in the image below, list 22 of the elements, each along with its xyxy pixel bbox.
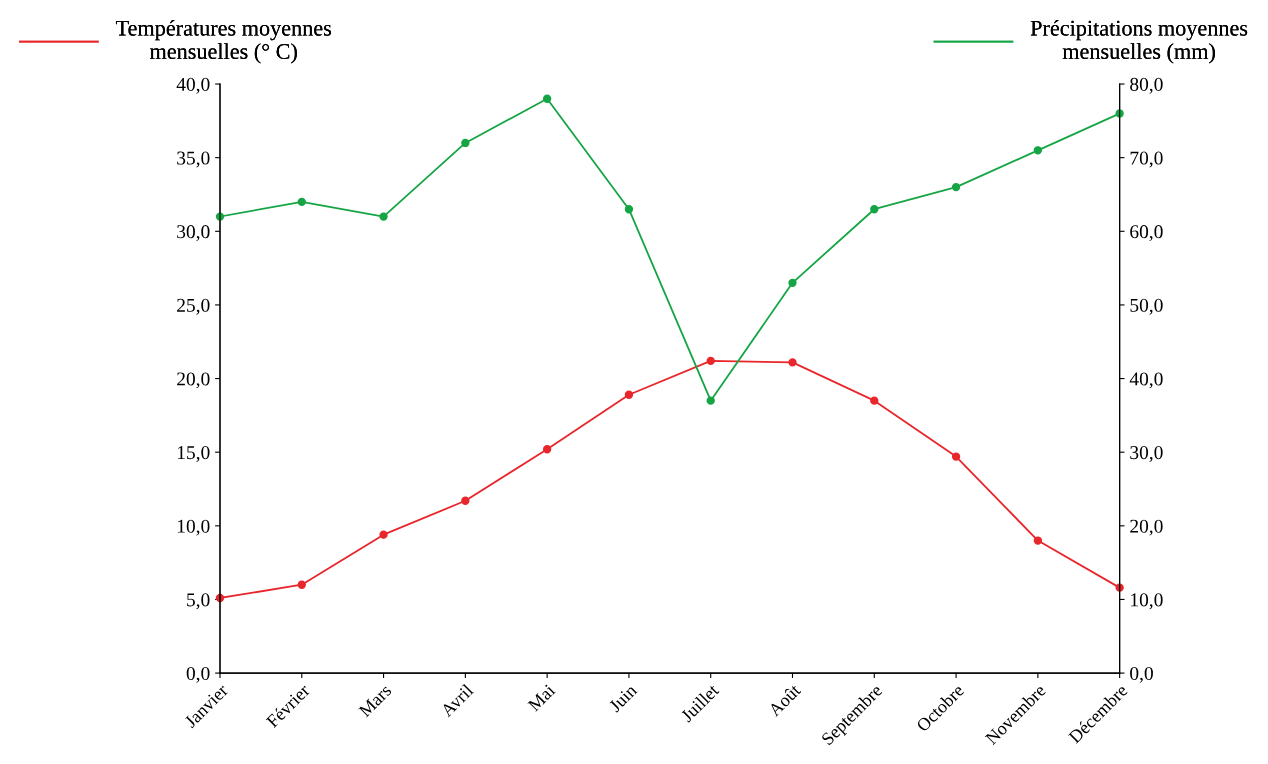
legend-label: Températures moyennes mensuelles (° C) — [115, 20, 332, 64]
y-tick-label: 5,0 — [187, 593, 210, 610]
y2-tick-label: 60,0 — [1130, 225, 1163, 242]
x-tick-label: Juin — [608, 683, 638, 713]
y-tick-label: 25,0 — [177, 298, 210, 315]
y2-tick-label: 20,0 — [1130, 519, 1163, 536]
x-tick-label: Mai — [527, 683, 556, 712]
y-tick-label: 40,0 — [176, 77, 210, 94]
y-tick-label: 15,0 — [177, 446, 210, 462]
y2-tick-label: 10,0 — [1131, 593, 1163, 610]
y2-tick-label: 80,0 — [1130, 77, 1163, 94]
y2-tick-label: 40,0 — [1129, 372, 1163, 389]
y-tick-label: 0,0 — [186, 666, 210, 683]
y-tick-label: 35,0 — [177, 151, 210, 168]
y2-tick-label: 0,0 — [1130, 666, 1153, 683]
legend-label: Précipitations moyennes mensuelles (mm) — [1030, 20, 1248, 64]
y-tick-label: 10,0 — [177, 519, 210, 536]
y-tick-label: 30,0 — [177, 225, 210, 242]
y-tick-label: 20,0 — [177, 372, 210, 389]
y2-tick-label: 70,0 — [1130, 151, 1163, 168]
y2-tick-label: 30,0 — [1130, 446, 1163, 462]
y2-tick-label: 50,0 — [1130, 298, 1163, 315]
